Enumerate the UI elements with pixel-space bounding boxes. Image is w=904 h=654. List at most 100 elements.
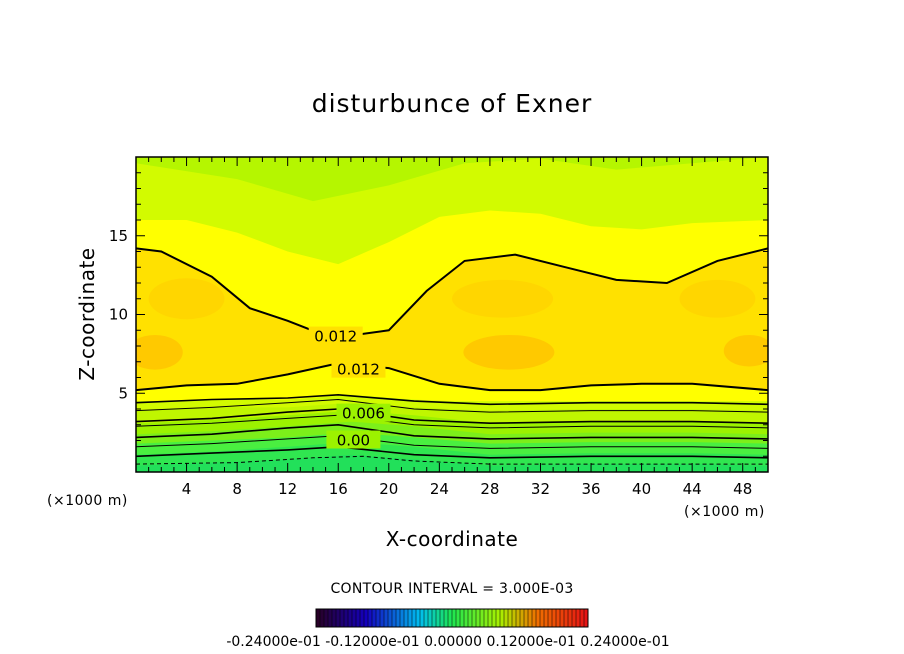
colorbar-cell [536,609,541,627]
colorbar-cell [412,609,417,627]
x-tick-label: 8 [232,480,242,498]
colorbar-cell [352,609,357,627]
contour-label: 0.006 [342,405,385,423]
x-tick-label: 4 [182,480,192,498]
colorbar-cell [348,609,353,627]
x-tick-label: 44 [683,480,702,498]
colorbar-cell [400,609,405,627]
contour-label: 0.00 [337,432,370,450]
x-tick-label: 36 [581,480,600,498]
contour-line-negative [135,455,768,465]
colorbar-cell [380,609,385,627]
colorbar-cell [344,609,349,627]
fill-blob-orange [463,334,555,370]
contour-line-lower-4 [135,423,769,440]
colorbar-cell [544,609,549,627]
colorbar-cell [484,609,489,627]
y-tick-label: 5 [118,384,128,402]
contour-label: 0.012 [314,328,357,346]
colorbar-cell [540,609,545,627]
colorbar-cell [452,609,457,627]
colorbar-cell [512,609,517,627]
colorbar-cell [340,609,345,627]
chart-title: disturbunce of Exner [312,89,593,118]
fill-blob-orange [452,279,554,318]
colorbar-cell [428,609,433,627]
colorbar-cell [460,609,465,627]
colorbar-cell [448,609,453,627]
colorbar-cell [336,609,341,627]
fill-blob-orange [136,334,183,370]
colorbar-cell [524,609,529,627]
colorbar-cell [316,609,321,627]
colorbar-cell [580,609,585,627]
colorbar-cell [528,609,533,627]
colorbar-cell [456,609,461,627]
colorbar-cell [444,609,449,627]
colorbar-cell [508,609,513,627]
colorbar-cell [520,609,525,627]
contour-lines [135,247,769,465]
colorbar-cell [320,609,325,627]
fill-blob-orange [679,279,756,318]
fill-band-lower-6 [136,454,768,472]
colorbar-cell [432,609,437,627]
colorbar-cell [328,609,333,627]
colorbar-cell [356,609,361,627]
x-tick-label: 32 [531,480,550,498]
contour-label-bg [331,359,386,378]
contour-line-lower-2 [135,408,769,425]
colorbar-cell [568,609,573,627]
contour-label-bg [326,430,381,449]
colorbar-cell [368,609,373,627]
colorbar-cell [552,609,557,627]
fill-band-gold [136,248,768,391]
colorbar-cell [548,609,553,627]
x-tick-label: 48 [733,480,752,498]
colorbar-cell [464,609,469,627]
y-tick-label: 15 [109,227,128,245]
colorbar-cell [492,609,497,627]
y-tick-label: 10 [109,306,128,324]
contour-line-0.012-upper [135,247,769,340]
x-tick-label: 16 [329,480,348,498]
colorbar-cell [468,609,473,627]
colorbar-cell [404,609,409,627]
colorbar-cell [364,609,369,627]
colorbar-cell [504,609,509,627]
colorbar-tick-labels: -0.24000e-01 -0.12000e-01 0.00000 0.1200… [226,634,669,650]
colorbar-cell [532,609,537,627]
fill-band-top-lime [136,157,768,202]
contour-label-bg [308,326,363,345]
fill-blob-orange [148,278,225,320]
x-tick-label: 28 [480,480,499,498]
colorbar-cell [388,609,393,627]
contour-interval-label: CONTOUR INTERVAL = 3.000E-03 [330,581,573,597]
colorbar-cell [472,609,477,627]
colorbar-cell [500,609,505,627]
colorbar-cell [424,609,429,627]
x-tick-label: 20 [379,480,398,498]
x-unit-right: (×1000 m) [684,504,765,520]
colorbar [315,608,589,628]
plot-fills [136,157,768,472]
colorbar-cell [376,609,381,627]
colorbar-cell [560,609,565,627]
x-axis-label: X-coordinate [386,527,519,551]
colorbar-cell [584,609,589,627]
contour-line-lower-0 [135,393,769,406]
tick-marks [136,157,768,472]
colorbar-cell [436,609,441,627]
colorbar-cell [408,609,413,627]
colorbar-cell [480,609,485,627]
contour-line-lower-5 [135,435,769,449]
contour-line-lower-3 [135,414,769,429]
y-axis-label: Z-coordinate [75,247,99,380]
colorbar-cell [516,609,521,627]
colorbar-cell [396,609,401,627]
colorbar-cell [556,609,561,627]
x-tick-label: 40 [632,480,651,498]
x-tick-label: 12 [278,480,297,498]
x-unit-left: (×1000 m) [47,493,128,509]
